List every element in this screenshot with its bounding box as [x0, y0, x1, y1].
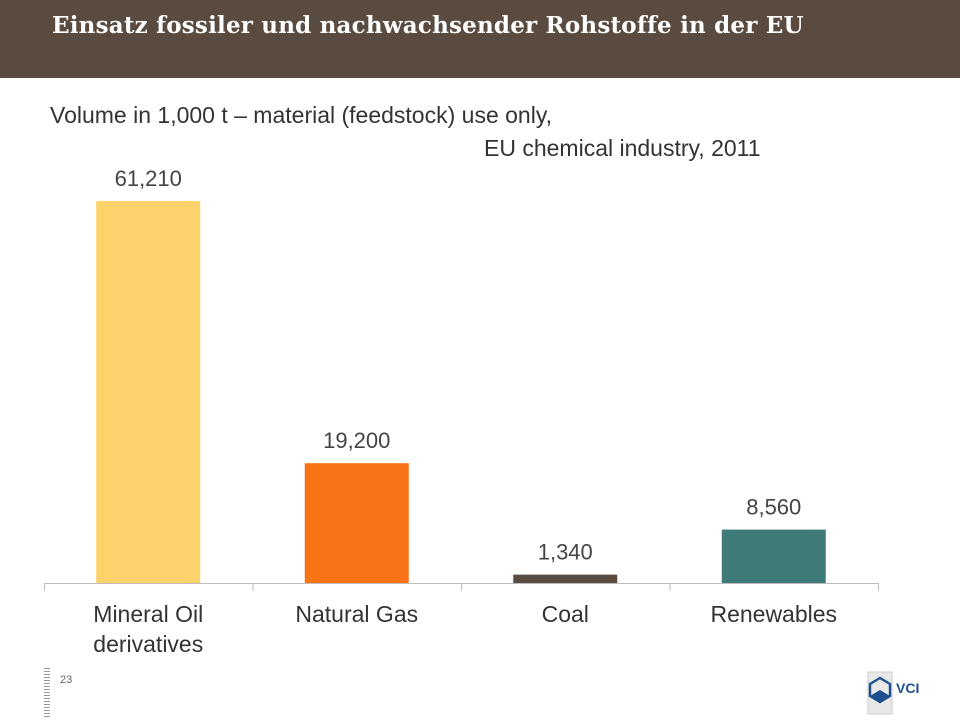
logo-text: VCI — [896, 680, 919, 696]
vci-logo: VCI — [867, 671, 919, 715]
category-label-0-0: Mineral Oil — [93, 601, 203, 627]
category-label-2-0: Coal — [542, 601, 589, 627]
bar-0 — [96, 201, 201, 583]
chart-subtitle-line2: EU chemical industry, 2011 — [484, 135, 761, 161]
chart-subtitle-line1: Volume in 1,000 t – material (feedstock)… — [50, 102, 553, 128]
title-bar: Einsatz fossiler und nachwachsender Rohs… — [0, 0, 960, 78]
category-label-1-0: Natural Gas — [295, 601, 418, 627]
bar-3 — [721, 529, 826, 583]
category-label-3-0: Renewables — [710, 601, 837, 627]
dotted-divider — [44, 668, 50, 718]
page-number: 23 — [60, 674, 73, 686]
category-label-0-1: derivatives — [93, 631, 203, 657]
hexagon-icon — [867, 671, 893, 715]
data-label-2: 1,340 — [538, 540, 593, 565]
data-label-1: 19,200 — [323, 428, 390, 453]
data-label-0: 61,210 — [115, 166, 182, 191]
bar-2 — [513, 574, 618, 583]
data-label-3: 8,560 — [746, 495, 801, 520]
page-title: Einsatz fossiler und nachwachsender Rohs… — [52, 12, 804, 39]
bar-1 — [304, 463, 409, 583]
